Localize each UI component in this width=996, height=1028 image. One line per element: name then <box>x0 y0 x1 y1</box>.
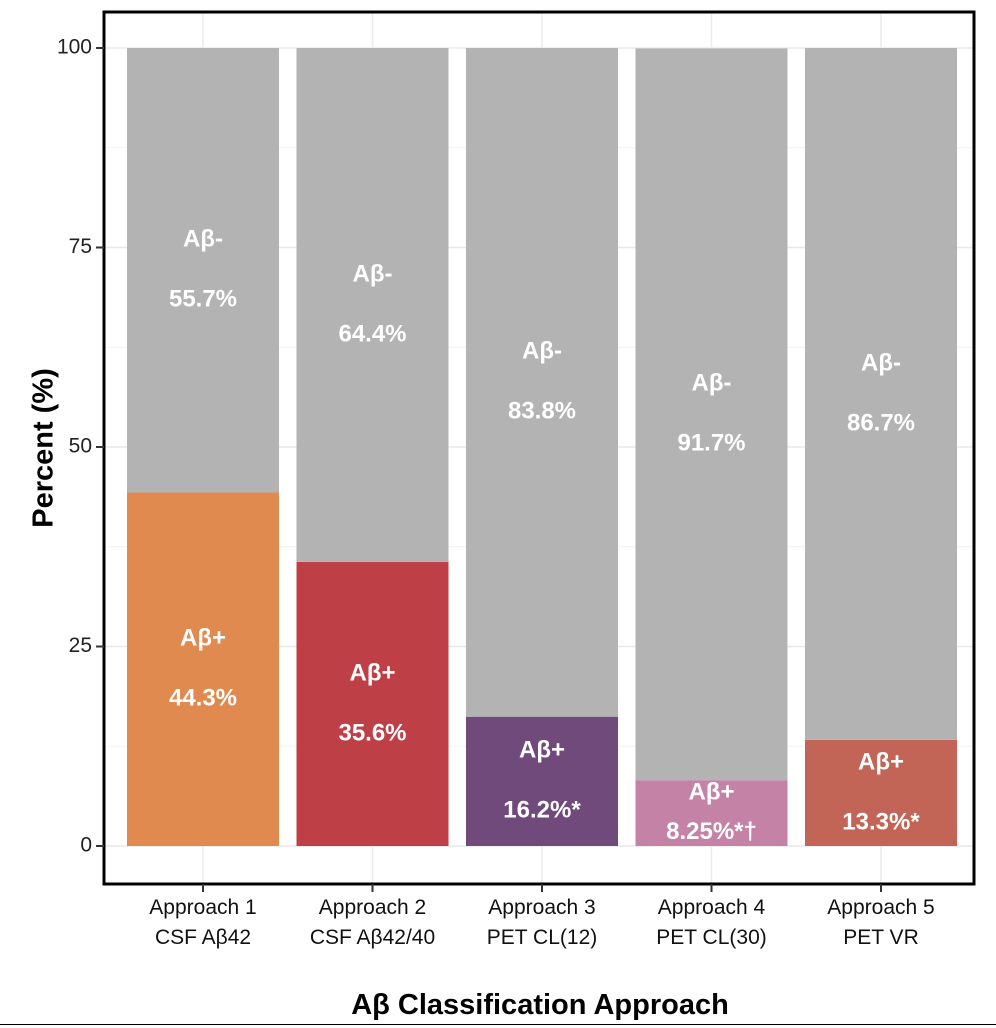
segment-value-label: 91.7% <box>677 430 745 457</box>
segment-value-label: 13.3%* <box>842 808 920 835</box>
segment-status-label: Aβ+ <box>519 737 565 764</box>
segment-value-label: 64.4% <box>338 320 406 347</box>
bar-labels: Aβ+ 44.3% Aβ- 55.7% Aβ+ 35.6% Aβ- 64.4% Aβ+ 16.2%… <box>169 226 920 846</box>
segment-value-label: 55.7% <box>169 286 237 313</box>
y-tick-label: 100 <box>57 36 92 59</box>
x-tick-label: PET VR <box>843 926 918 949</box>
x-tick-label: Approach 3 <box>488 896 595 919</box>
segment-status-label: Aβ- <box>861 349 901 376</box>
y-tick-label: 50 <box>69 435 92 458</box>
x-axis-title: Aβ Classification Approach <box>351 989 729 1021</box>
x-tick-label: PET CL(12) <box>487 926 598 949</box>
segment-value-label: 86.7% <box>847 409 915 436</box>
bar-segment-negative <box>635 48 788 781</box>
bar-segment-positive <box>127 492 279 846</box>
bar-segment-positive <box>805 739 957 846</box>
bottom-rule <box>0 1024 996 1025</box>
segment-status-label: Aβ- <box>522 338 562 365</box>
segment-value-label: 16.2%* <box>503 797 581 824</box>
x-axis: Approach 1 CSF Aβ42 Approach 2 CSF Aβ42/40 A… <box>149 884 935 949</box>
x-tick-label: CSF Aβ42/40 <box>310 926 435 949</box>
bar-segment-positive <box>635 780 788 846</box>
segment-status-label: Aβ- <box>353 260 393 287</box>
segment-status-label: Aβ- <box>183 226 223 253</box>
bar-segment-positive <box>466 716 618 846</box>
y-tick-label: 0 <box>80 834 92 857</box>
segment-value-label: 83.8% <box>508 398 576 425</box>
y-tick-label: 75 <box>69 235 92 258</box>
bar-segment-negative <box>127 48 279 493</box>
segment-status-label: Aβ+ <box>180 625 226 652</box>
segment-value-label: 8.25%*† <box>666 818 757 845</box>
bar-segment-negative <box>805 48 957 740</box>
segment-status-label: Aβ- <box>692 370 732 397</box>
y-axis: 0 25 50 75 100 <box>57 36 104 857</box>
bar-segment-negative <box>296 48 449 562</box>
bar-segment-positive <box>296 561 449 846</box>
y-tick-label: 25 <box>69 634 92 657</box>
x-tick-label: Approach 4 <box>658 896 766 919</box>
x-tick-label: Approach 2 <box>319 896 426 919</box>
segment-status-label: Aβ+ <box>350 659 396 686</box>
segment-value-label: 44.3% <box>169 685 237 712</box>
x-tick-label: Approach 1 <box>149 896 256 919</box>
x-tick-label: Approach 5 <box>827 896 934 919</box>
bar-segment-negative <box>466 48 618 717</box>
segment-status-label: Aβ+ <box>858 748 904 775</box>
y-axis-title: Percent (%) <box>28 368 60 528</box>
segment-value-label: 35.6% <box>338 719 406 746</box>
segment-status-label: Aβ+ <box>689 779 735 806</box>
x-tick-label: CSF Aβ42 <box>155 926 251 949</box>
bars <box>127 48 957 846</box>
x-tick-label: PET CL(30) <box>656 926 767 949</box>
